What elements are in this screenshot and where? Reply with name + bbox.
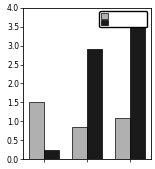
Bar (29, 102, 44, 159)
Bar (115, 118, 130, 159)
Bar (72, 127, 87, 159)
Legend: 投放前, 投放一年后: 投放前, 投放一年后 (99, 11, 147, 27)
Bar (130, 19, 145, 159)
Bar (87, 49, 102, 159)
Bar (44, 150, 59, 159)
